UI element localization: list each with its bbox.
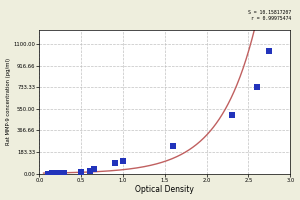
Point — [230, 113, 234, 116]
Y-axis label: Rat MMP-9 concentration (pg/ml): Rat MMP-9 concentration (pg/ml) — [6, 58, 10, 145]
X-axis label: Optical Density: Optical Density — [135, 185, 194, 194]
Text: S = 10.15817207
r = 0.99975474: S = 10.15817207 r = 0.99975474 — [248, 10, 291, 21]
Point — [54, 172, 58, 175]
Point — [254, 86, 259, 89]
Point — [87, 169, 92, 172]
Point — [112, 161, 117, 164]
Point — [91, 168, 96, 171]
Point — [121, 159, 125, 162]
Point — [45, 172, 50, 175]
Point — [62, 171, 67, 175]
Point — [79, 170, 84, 174]
Point — [171, 144, 176, 148]
Point — [267, 49, 272, 52]
Point — [58, 172, 63, 175]
Point — [50, 172, 54, 175]
